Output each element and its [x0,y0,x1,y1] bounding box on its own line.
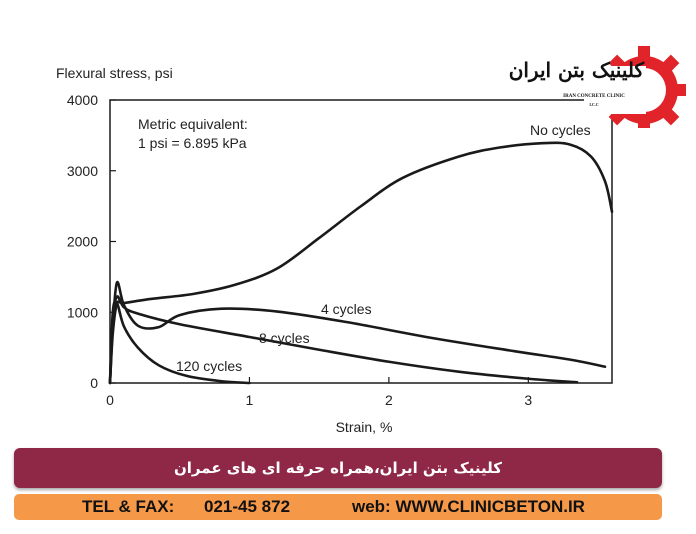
series-line-4-cycles [108,280,607,385]
website-link[interactable]: web: WWW.CLINICBETON.IR [352,497,585,516]
series-label-120-cycles: 120 cycles [176,358,242,374]
x-axis-title: Strain, % [336,419,393,435]
y-tick-label: 2000 [67,234,98,250]
logo-name-en: IRAN CONCRETE CLINIC [563,94,625,99]
contact-bar: TEL & FAX: 021-45 872 web: WWW.CLINICBET… [14,494,662,520]
tel-fax-label: TEL & FAX: [82,497,175,516]
y-axis-title: Flexural stress, psi [56,65,173,81]
gear-icon [584,46,686,128]
x-tick-label: 2 [385,392,393,408]
series-label-4-cycles: 4 cycles [321,301,372,317]
tel-fax-value: 021-45 872 [204,497,291,516]
y-ticks: 0 1000 2000 3000 4000 [67,92,116,391]
annotation-line-1: Metric equivalent: [138,116,248,132]
annotation-line-2: 1 psi = 6.895 kPa [138,135,247,151]
slogan-banner: کلینیک بتن ایران،همراه حرفه ای های عمران [14,448,662,488]
y-tick-label: 3000 [67,163,98,179]
y-tick-label: 1000 [67,304,98,320]
series-line-120-cycles [108,300,251,385]
y-tick-label: 0 [90,375,98,391]
series-label-8-cycles: 8 cycles [259,330,310,346]
series-line-8-cycles [108,295,579,385]
logo-abbr: I.C.C [589,102,599,107]
series-lines [108,141,614,385]
banner-text: کلینیک بتن ایران،همراه حرفه ای های عمران [173,459,502,477]
series-line-no-cycles [108,141,614,385]
x-tick-label: 0 [106,392,114,408]
x-tick-label: 1 [246,392,254,408]
series-label-no-cycles: No cycles [530,122,591,138]
x-tick-label: 3 [524,392,532,408]
clinic-logo: کلینیک بتن ایران IRAN CONCRETE CLINIC I.… [508,28,686,128]
y-tick-label: 4000 [67,92,98,108]
logo-name-fa: کلینیک بتن ایران [508,58,644,82]
x-ticks: 0 1 2 3 [106,377,532,408]
